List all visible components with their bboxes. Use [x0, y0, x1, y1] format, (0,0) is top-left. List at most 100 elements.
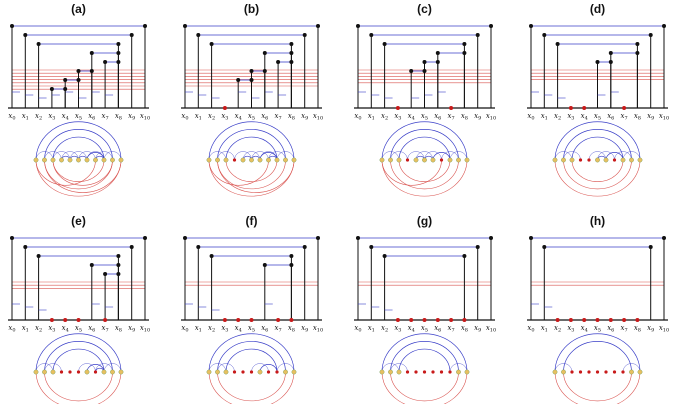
axis-label-subscript: 3	[225, 328, 228, 334]
upper-arc	[225, 136, 278, 161]
bracket-node	[63, 78, 68, 82]
upper-arc	[35, 121, 122, 161]
lower-arc	[554, 159, 641, 197]
arc-diagram	[552, 121, 643, 197]
bracket-node	[249, 69, 254, 73]
inner-arc	[381, 363, 400, 373]
bracket-node	[489, 24, 493, 28]
bracket-node	[116, 51, 121, 55]
bracket-node	[555, 42, 560, 46]
arc-red-node	[232, 370, 237, 374]
arc-diagram	[206, 121, 297, 197]
arc-node	[552, 157, 558, 163]
inner-arc	[78, 151, 96, 161]
axis-label-subscript: 1	[545, 328, 548, 334]
inner-arc	[61, 151, 79, 161]
inner-arc	[415, 151, 434, 161]
axis-label-subscript: 0	[12, 328, 15, 334]
arc-red-node	[587, 158, 591, 162]
axis-label: x4	[408, 112, 415, 122]
axis-label: x6	[607, 324, 614, 334]
axis-label: x8	[288, 112, 295, 122]
upper-arc	[563, 341, 632, 373]
bracket-node	[249, 78, 254, 82]
axis-label-subscript: 6	[265, 328, 268, 334]
arc-node	[283, 369, 288, 375]
inner-arc	[276, 151, 295, 161]
inner-arc	[44, 363, 62, 373]
arc-node	[42, 369, 47, 375]
panel-5: (e) x0 x1 x2 x3 x4 x5 x6 x7 x8 x9 x10	[8, 214, 150, 404]
bracket-node	[289, 42, 294, 46]
lower-arc	[35, 159, 96, 186]
panel-1: (a) x0 x1 x2 x3 x4 x5 x6 x7 x8 x9 x10	[8, 2, 150, 197]
axis-label-subscript: 7	[278, 328, 281, 334]
axis-label-subscript: 1	[199, 116, 202, 122]
panel-3: (c) x0 x1 x2 x3 x4 x5 x6 x7 x8 x9 x10	[354, 2, 496, 197]
red-dot	[608, 318, 613, 322]
axis-label-subscript: 5	[598, 116, 601, 122]
arc-red-node	[405, 370, 410, 374]
bracket-node	[89, 69, 94, 73]
inner-arc	[441, 151, 459, 161]
bracket-node	[542, 33, 547, 37]
axis-label: x9	[647, 112, 654, 122]
axis-label: x1	[368, 324, 375, 334]
arc-node	[413, 157, 419, 163]
axis-label: x3	[221, 112, 228, 122]
axis-label: x9	[301, 324, 308, 334]
panel-label: (b)	[244, 2, 259, 16]
axis-label-subscript: 7	[278, 116, 281, 122]
bracket-node	[529, 24, 533, 28]
axis-label-subscript: 7	[105, 116, 108, 122]
upper-arc	[259, 364, 278, 373]
axis-label: x6	[261, 112, 268, 122]
upper-arc	[52, 136, 105, 161]
bracket-node	[103, 60, 108, 64]
arc-red-node	[275, 370, 279, 374]
axis-label: x6	[434, 324, 441, 334]
axis-label-subscript: 0	[531, 328, 534, 334]
lower-arc	[52, 159, 113, 186]
axis-label-subscript: 8	[465, 328, 468, 334]
bracket-node	[23, 33, 28, 37]
axis-label-subscript: 4	[412, 328, 415, 334]
panel-2: (b) x0 x1 x2 x3 x4 x5 x6 x7 x8 x9 x10	[181, 2, 323, 197]
axis-label-subscript: 2	[558, 328, 561, 334]
arc-node	[388, 157, 393, 163]
axis-label-subscript: 7	[624, 116, 627, 122]
bracket-node	[435, 51, 440, 55]
upper-arc	[381, 121, 468, 161]
bracket-node	[276, 60, 281, 64]
inner-arc	[234, 151, 252, 161]
axis-label: x4	[62, 324, 69, 334]
bracket-node	[262, 263, 267, 267]
lower-arc	[381, 159, 468, 197]
axis-label: x2	[381, 324, 388, 334]
bracket-node	[316, 236, 320, 240]
bracket-node	[116, 254, 121, 258]
axis-label: x10	[659, 324, 669, 334]
bracket-node	[129, 33, 134, 37]
axis-label: x2	[35, 324, 42, 334]
bracket-node	[356, 24, 360, 28]
bracket-node	[422, 69, 427, 73]
axis-label: x8	[461, 324, 468, 334]
arc-node	[629, 369, 634, 375]
axis-label: x6	[434, 112, 441, 122]
arc-node	[223, 369, 229, 375]
bracket-node	[462, 254, 467, 258]
axis-label: x7	[275, 112, 282, 122]
arc-red-node	[232, 158, 237, 162]
arc-node	[59, 157, 64, 163]
upper-arc	[217, 129, 286, 161]
axis-label: x3	[221, 324, 228, 334]
bracket-node	[608, 60, 613, 64]
bracket-node	[116, 42, 121, 46]
axis-label-subscript: 2	[558, 116, 561, 122]
axis-label-subscript: 5	[598, 328, 601, 334]
red-dot	[622, 106, 627, 110]
bracket-node	[63, 87, 68, 91]
bracket-node	[209, 42, 214, 46]
